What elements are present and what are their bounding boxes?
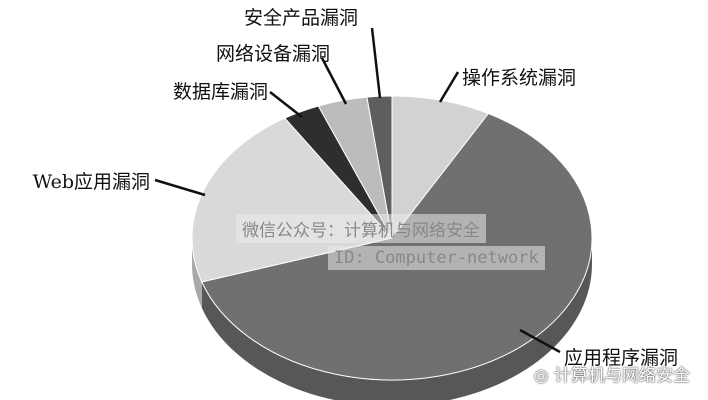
slice-label-4: 网络设备漏洞 [216, 43, 330, 65]
leader-line-5 [370, 27, 382, 99]
watermark-line1: 微信公众号：计算机与网络安全 [236, 214, 486, 243]
slice-label-0: 操作系统漏洞 [462, 67, 576, 89]
slice-label-2: Web应用漏洞 [33, 171, 150, 193]
leader-line-4 [320, 57, 348, 105]
logo-text: 计算机与网络安全 [554, 366, 690, 386]
leader-line-2 [154, 178, 206, 197]
leader-line-0 [438, 71, 460, 103]
slice-label-5: 安全产品漏洞 [244, 7, 358, 29]
watermark-logo: ◎ 计算机与网络安全 [534, 361, 690, 386]
leader-line-3 [269, 91, 303, 118]
pie-side-2 [192, 238, 202, 308]
leader-line-1 [519, 328, 561, 354]
slice-label-1: 应用程序漏洞 [564, 347, 678, 369]
slice-label-3: 数据库漏洞 [173, 81, 268, 103]
watermark-line2: ID: Computer-network [328, 246, 545, 270]
wechat-icon: ◎ [533, 366, 554, 386]
